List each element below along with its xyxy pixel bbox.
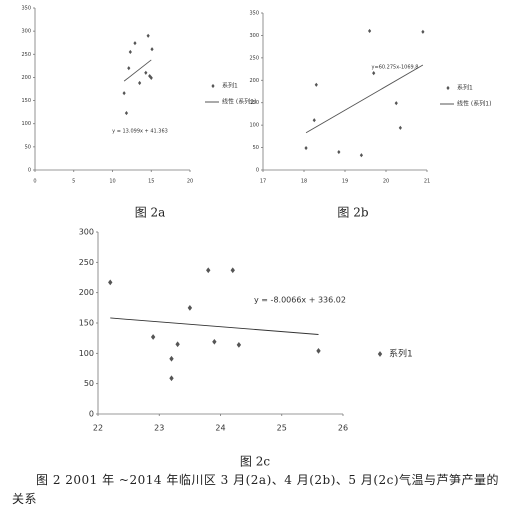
- y-tick-label: 150: [249, 100, 259, 106]
- subfigure-label: 图 2c: [240, 455, 270, 469]
- x-tick-label: 5: [72, 179, 75, 185]
- x-tick-label: 21: [424, 179, 430, 185]
- data-point: [124, 110, 129, 116]
- subfigure-label: 图 2b: [337, 206, 368, 220]
- data-point: [175, 341, 180, 348]
- y-tick-label: 150: [21, 98, 31, 104]
- legend-label: 线性 (系列1): [457, 100, 491, 108]
- y-tick-label: 350: [249, 11, 259, 17]
- legend-marker: [211, 83, 215, 89]
- y-tick-label: 0: [89, 410, 94, 419]
- data-point: [150, 47, 154, 52]
- data-point: [122, 91, 126, 96]
- data-point: [337, 149, 341, 155]
- y-tick-label: 300: [249, 33, 259, 39]
- data-point: [316, 348, 321, 354]
- data-point: [230, 267, 235, 274]
- data-point: [169, 355, 174, 362]
- trendline: [123, 59, 152, 82]
- data-point: [236, 341, 242, 348]
- trendline-equation: y = -8.0066x + 336.02: [254, 296, 346, 305]
- data-point: [146, 33, 150, 38]
- y-tick-label: 250: [21, 52, 31, 58]
- y-tick-label: 250: [79, 258, 94, 267]
- data-point: [150, 334, 156, 340]
- data-point: [133, 41, 137, 46]
- x-tick-label: 23: [154, 424, 164, 433]
- data-point: [368, 28, 372, 34]
- data-point: [304, 145, 308, 151]
- data-point: [421, 29, 425, 34]
- legend-label: 系列1: [222, 82, 238, 90]
- data-point: [359, 153, 363, 158]
- legend-marker: [446, 85, 450, 91]
- legend-label: 系列1: [457, 84, 473, 92]
- data-point: [372, 71, 376, 76]
- x-tick-label: 19: [342, 179, 348, 185]
- x-tick-label: 17: [260, 179, 266, 185]
- data-point: [398, 125, 402, 130]
- x-tick-label: 20: [383, 179, 389, 185]
- data-point: [144, 70, 148, 75]
- x-tick-label: 18: [301, 179, 307, 185]
- data-point: [127, 66, 131, 71]
- y-tick-label: 200: [79, 288, 94, 297]
- subfigure-label: 图 2a: [135, 206, 166, 220]
- trendline: [110, 317, 319, 335]
- trendline-equation: y = 13.099x + 41.363: [112, 129, 168, 135]
- data-point: [108, 279, 113, 286]
- x-tick-label: 20: [187, 179, 193, 185]
- data-point: [128, 49, 132, 55]
- y-tick-label: 200: [249, 78, 259, 84]
- y-tick-label: 300: [21, 29, 31, 35]
- data-point: [148, 73, 152, 79]
- data-point: [312, 118, 316, 123]
- trendline-equation: y=60.275x-1069.8: [372, 65, 419, 71]
- y-tick-label: 0: [28, 168, 31, 174]
- data-point: [314, 82, 318, 87]
- legend-label: 线性 (系列1): [222, 98, 256, 106]
- y-tick-label: 350: [21, 6, 31, 12]
- data-point: [206, 267, 211, 274]
- data-point: [187, 304, 193, 311]
- x-tick-label: 0: [33, 179, 36, 185]
- data-point: [394, 101, 398, 106]
- y-tick-label: 50: [253, 145, 259, 151]
- y-tick-label: 150: [79, 319, 94, 328]
- y-tick-label: 250: [249, 55, 259, 61]
- y-tick-label: 50: [84, 379, 94, 388]
- y-tick-label: 100: [21, 121, 31, 127]
- x-tick-label: 10: [109, 179, 115, 185]
- x-tick-label: 22: [93, 424, 103, 433]
- x-tick-label: 25: [277, 424, 287, 433]
- trendline: [305, 64, 424, 134]
- data-point: [138, 80, 142, 86]
- legend-label: 系列1: [389, 348, 413, 360]
- y-tick-label: 100: [79, 349, 94, 358]
- y-tick-label: 300: [79, 228, 94, 237]
- x-tick-label: 24: [215, 424, 225, 433]
- figure-caption: 图 2 2001 年 ~2014 年临川区 3 月(2a)、4 月(2b)、5 …: [12, 473, 500, 506]
- y-tick-label: 200: [21, 75, 31, 81]
- data-point: [212, 338, 217, 345]
- legend-marker: [377, 351, 383, 357]
- y-tick-label: 50: [25, 144, 31, 150]
- data-point: [169, 375, 174, 382]
- y-tick-label: 100: [249, 123, 259, 129]
- x-tick-label: 15: [148, 179, 154, 185]
- y-tick-label: 0: [256, 168, 259, 174]
- x-tick-label: 26: [338, 424, 348, 433]
